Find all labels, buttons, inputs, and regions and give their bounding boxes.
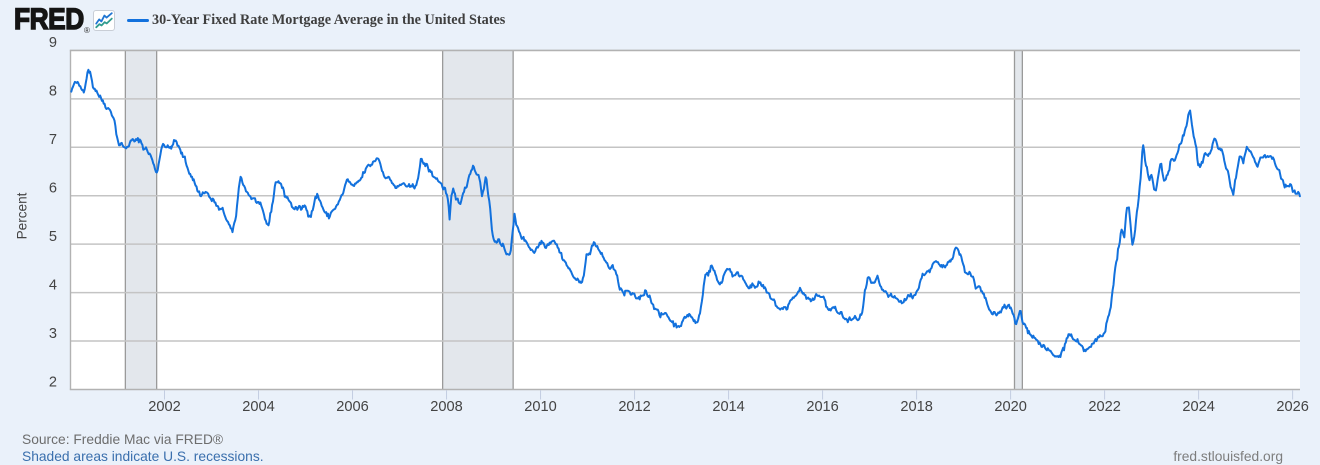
y-tick-label: 3	[49, 326, 57, 342]
y-tick-label: 8	[49, 84, 57, 100]
fred-logo[interactable]: FRED	[13, 3, 84, 36]
x-tick-label: 2026	[1276, 399, 1308, 415]
legend-line-swatch	[127, 18, 149, 23]
y-tick-label: 9	[49, 35, 57, 51]
recession-band	[442, 50, 514, 390]
recession-band	[125, 50, 157, 390]
x-tick-label: 2022	[1088, 399, 1120, 415]
y-tick-label: 6	[49, 181, 57, 197]
fred-site-link[interactable]: fred.stlouisfed.org	[1173, 449, 1283, 464]
x-tick-label: 2020	[994, 399, 1026, 415]
x-tick-label: 2016	[806, 399, 838, 415]
fred-logo-text: FRED	[13, 3, 84, 36]
y-axis-title: Percent	[15, 192, 30, 239]
recession-note-text: Shaded areas indicate U.S. recessions.	[22, 449, 264, 464]
recession-note-link[interactable]: Shaded areas indicate U.S. recessions.	[22, 449, 264, 464]
series-title: 30-Year Fixed Rate Mortgage Average in t…	[152, 12, 506, 28]
x-tick-label: 2024	[1182, 399, 1214, 415]
recession-band	[1014, 50, 1023, 390]
x-tick-label: 2004	[242, 399, 274, 415]
source-attribution: Source: Freddie Mac via FRED®	[22, 431, 224, 447]
series-line-mortgage30us	[70, 68, 1301, 358]
y-tick-label: 2	[49, 374, 57, 390]
plot-area	[70, 50, 1300, 390]
x-tick-label: 2014	[712, 399, 744, 415]
x-tick-label: 2002	[148, 399, 180, 415]
y-tick-label: 4	[49, 277, 57, 293]
x-tick-label: 2006	[336, 399, 368, 415]
y-tick-label: 7	[49, 132, 57, 148]
x-tick-label: 2012	[618, 399, 650, 415]
y-tick-label: 5	[49, 229, 57, 245]
registered-trademark: ®	[84, 26, 90, 35]
x-tick-label: 2010	[524, 399, 556, 415]
x-tick-label: 2018	[900, 399, 932, 415]
x-tick-label: 2008	[430, 399, 462, 415]
line-chart-icon	[93, 10, 115, 31]
